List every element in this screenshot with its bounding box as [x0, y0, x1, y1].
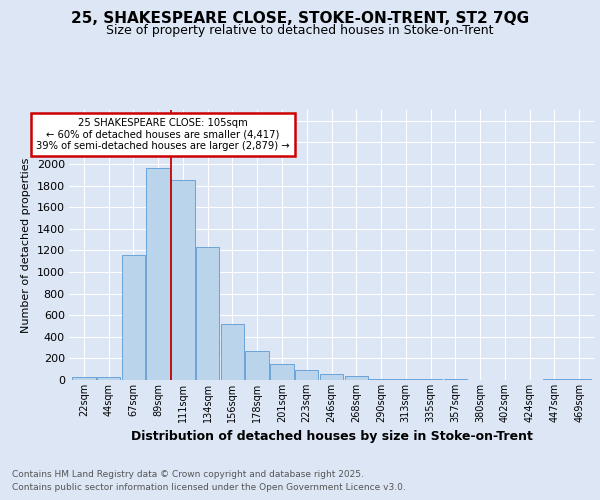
- X-axis label: Distribution of detached houses by size in Stoke-on-Trent: Distribution of detached houses by size …: [131, 430, 532, 444]
- Bar: [369, 379, 393, 380]
- Text: 25 SHAKESPEARE CLOSE: 105sqm
← 60% of detached houses are smaller (4,417)
39% of: 25 SHAKESPEARE CLOSE: 105sqm ← 60% of de…: [36, 118, 290, 151]
- Bar: [320, 374, 343, 380]
- Bar: [171, 180, 194, 380]
- Bar: [72, 378, 95, 380]
- Text: Size of property relative to detached houses in Stoke-on-Trent: Size of property relative to detached ho…: [106, 24, 494, 37]
- Bar: [245, 351, 269, 380]
- Bar: [122, 254, 145, 380]
- Text: Contains public sector information licensed under the Open Government Licence v3: Contains public sector information licen…: [12, 484, 406, 492]
- Bar: [270, 364, 294, 380]
- Bar: [97, 377, 121, 380]
- Bar: [221, 324, 244, 380]
- Bar: [394, 379, 418, 380]
- Text: Contains HM Land Registry data © Crown copyright and database right 2025.: Contains HM Land Registry data © Crown c…: [12, 470, 364, 479]
- Bar: [196, 247, 220, 380]
- Bar: [146, 168, 170, 380]
- Bar: [344, 376, 368, 380]
- Bar: [295, 370, 319, 380]
- Text: 25, SHAKESPEARE CLOSE, STOKE-ON-TRENT, ST2 7QG: 25, SHAKESPEARE CLOSE, STOKE-ON-TRENT, S…: [71, 11, 529, 26]
- Y-axis label: Number of detached properties: Number of detached properties: [21, 158, 31, 332]
